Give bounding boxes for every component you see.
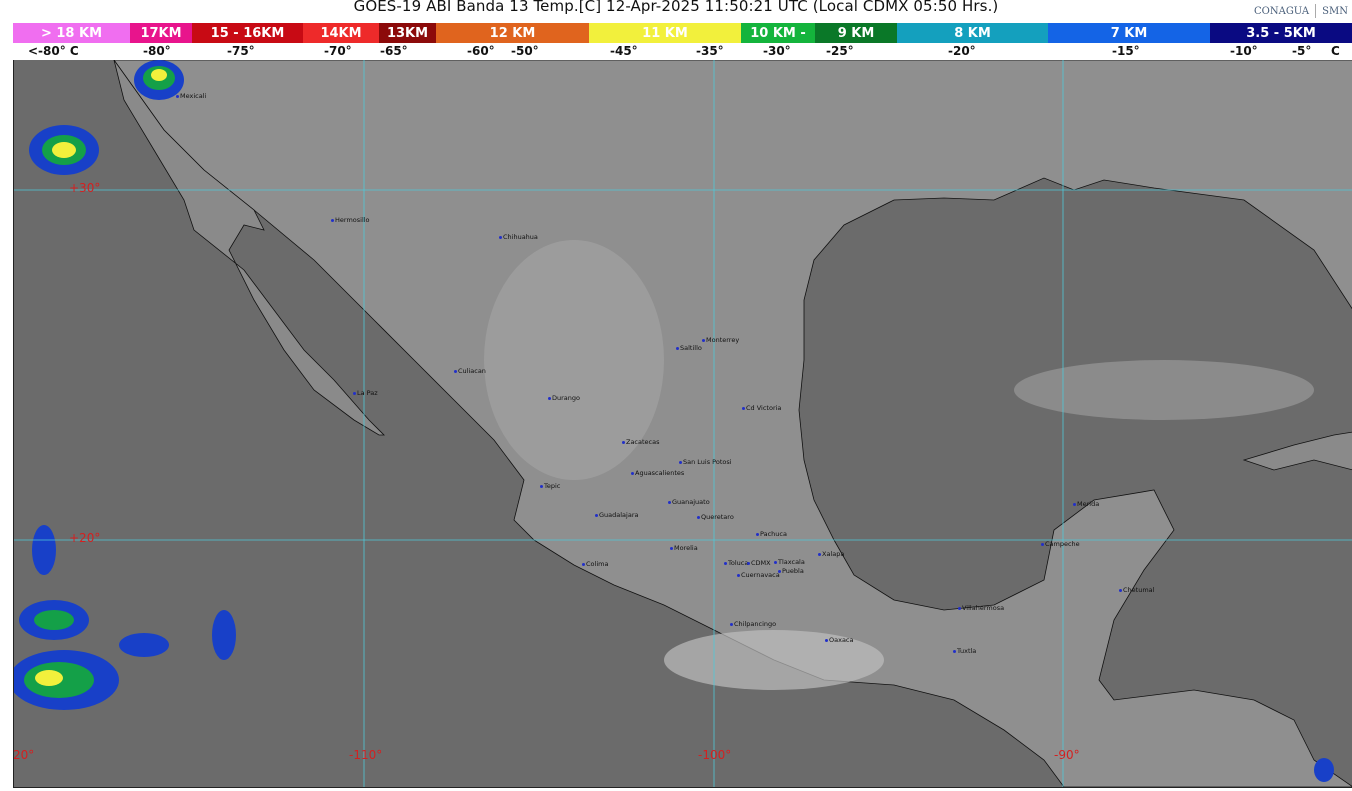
temp-label: -15° (1112, 44, 1140, 58)
temp-label: -75° (227, 44, 255, 58)
temp-label: -65° (380, 44, 408, 58)
city-label: Culiacan (454, 367, 486, 375)
temp-label: -5° (1292, 44, 1312, 58)
satellite-map[interactable]: +30° +20° -120° -110° -100° -90° Mexical… (13, 60, 1352, 788)
legend-segment: 3.5 - 5KM (1210, 23, 1352, 43)
cloud-area (664, 630, 884, 690)
city-label: Chihuahua (499, 233, 538, 241)
legend-segment: > 18 KM (13, 23, 130, 43)
city-label: Queretaro (697, 513, 734, 521)
longitude-label: -110° (349, 748, 383, 762)
legend-segment: 13KM (379, 23, 436, 43)
city-label: Villahermosa (958, 604, 1004, 612)
longitude-label: -100° (698, 748, 732, 762)
temp-label: <-80° C (28, 44, 79, 58)
city-label: Tepic (540, 482, 560, 490)
temp-label: -45° (610, 44, 638, 58)
legend-segment: 14KM (303, 23, 379, 43)
temp-label: -10° (1230, 44, 1258, 58)
city-label: Oaxaca (825, 636, 854, 644)
city-label: San Luis Potosi (679, 458, 732, 466)
conagua-logo: CONAGUA (1254, 5, 1310, 17)
temp-label: C (1331, 44, 1340, 58)
cloud-area (484, 240, 664, 480)
latitude-label: +20° (69, 531, 101, 545)
map-graphics (14, 60, 1352, 787)
storm-cells (14, 60, 1334, 782)
city-label: Hermosillo (331, 216, 370, 224)
city-label: Toluca (724, 559, 748, 567)
legend-segment: 10 KM - (741, 23, 815, 43)
legend-segment: 8 KM (897, 23, 1048, 43)
longitude-label: -120° (13, 748, 35, 762)
temp-label: -60° (467, 44, 495, 58)
city-label: Chetumal (1119, 586, 1154, 594)
city-label: Colima (582, 560, 608, 568)
city-label: Zacatecas (622, 438, 659, 446)
city-label: Tuxtla (953, 647, 976, 655)
graticule (14, 60, 1352, 787)
temp-label: -25° (826, 44, 854, 58)
city-label: Chilpancingo (730, 620, 776, 628)
city-label: Monterrey (702, 336, 739, 344)
land-baja-california (113, 60, 385, 436)
temp-label: -50° (511, 44, 539, 58)
city-label: Merida (1073, 500, 1099, 508)
city-label: Guanajuato (668, 498, 710, 506)
city-label: Pachuca (756, 530, 787, 538)
color-legend: > 18 KM 17KM 15 - 16KM 14KM 13KM 12 KM 1… (13, 23, 1352, 43)
city-label: Saltillo (676, 344, 702, 352)
city-label: Mexicali (176, 92, 206, 100)
city-label: Aguascalientes (631, 469, 684, 477)
temp-label: -70° (324, 44, 352, 58)
city-label: Guadalajara (595, 511, 638, 519)
legend-segment: 12 KM (436, 23, 589, 43)
city-label: CDMX (747, 559, 771, 567)
cloud-area (1014, 360, 1314, 420)
city-label: Tlaxcala (774, 558, 805, 566)
temp-label: -80° (143, 44, 171, 58)
longitude-label: -90° (1054, 748, 1080, 762)
land-mainland (113, 60, 1352, 787)
city-label: Xalapa (818, 550, 844, 558)
city-label: Puebla (778, 567, 804, 575)
image-title: GOES-19 ABI Banda 13 Temp.[C] 12-Apr-202… (353, 0, 999, 15)
logos: CONAGUA SMN (1254, 4, 1348, 18)
temp-label: -30° (763, 44, 791, 58)
legend-segment: 7 KM (1048, 23, 1210, 43)
city-label: La Paz (353, 389, 378, 397)
legend-segment: 11 KM (589, 23, 741, 43)
city-label: Morelia (670, 544, 698, 552)
land-cuba (1242, 431, 1352, 471)
city-label: Cuernavaca (737, 571, 780, 579)
temp-label: -35° (696, 44, 724, 58)
legend-segment: 15 - 16KM (192, 23, 303, 43)
city-label: Cd Victoria (742, 404, 781, 412)
legend-segment: 17KM (130, 23, 192, 43)
city-label: Campeche (1041, 540, 1080, 548)
smn-logo: SMN (1322, 5, 1348, 17)
city-label: Durango (548, 394, 580, 402)
latitude-label: +30° (69, 181, 101, 195)
temp-label: -20° (948, 44, 976, 58)
legend-segment: 9 KM (815, 23, 897, 43)
logo-divider (1315, 4, 1317, 18)
temperature-scale: <-80° C -80° -75° -70° -65° -60° -50° -4… (0, 44, 1352, 60)
